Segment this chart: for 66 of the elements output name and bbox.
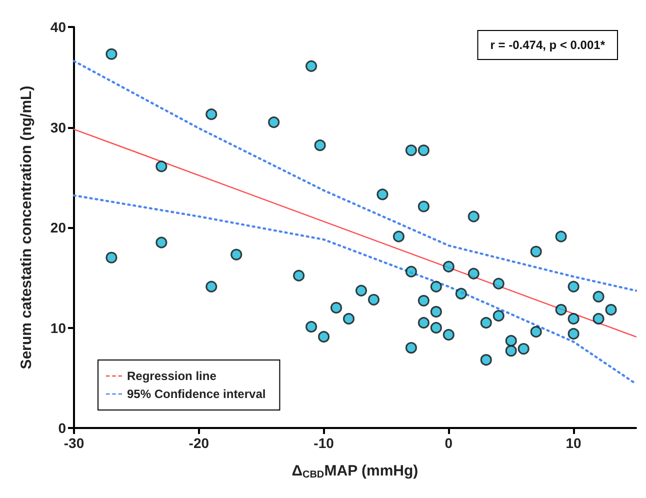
point (505, 334, 517, 347)
point (568, 328, 580, 340)
point (442, 260, 454, 272)
point (592, 312, 604, 325)
point (468, 268, 480, 280)
point (156, 236, 168, 248)
point (330, 302, 342, 314)
y-tick-label: 20 (50, 220, 66, 236)
x-tick-label: -30 (64, 435, 84, 451)
point (306, 60, 318, 72)
point (480, 354, 492, 366)
legend-label: 95% Confidence interval (127, 387, 266, 401)
point (455, 288, 467, 300)
point (318, 330, 330, 343)
point (555, 230, 567, 242)
x-tick-label: 10 (566, 435, 582, 451)
point (468, 210, 480, 222)
x-tick-label: -10 (314, 435, 334, 451)
point (230, 248, 242, 260)
point (530, 246, 542, 258)
point (418, 144, 430, 156)
point (418, 200, 430, 212)
y-tick-label: 0 (58, 420, 66, 436)
point (492, 278, 504, 290)
point (306, 320, 318, 333)
point (518, 343, 530, 355)
point (430, 280, 442, 292)
point (314, 139, 326, 152)
point (418, 294, 430, 306)
point (430, 322, 442, 334)
line-series (72, 60, 638, 292)
point (156, 160, 168, 172)
point (368, 294, 380, 306)
point (405, 266, 417, 278)
point (605, 304, 617, 316)
point (555, 304, 567, 316)
point (405, 144, 417, 156)
y-axis-title: Serum catestatin concentration (ng/mL) (18, 86, 35, 370)
point (492, 310, 504, 322)
point (106, 48, 118, 60)
point (568, 312, 580, 325)
point (405, 342, 417, 354)
x-tick-label: -20 (188, 435, 210, 451)
point (418, 316, 430, 329)
legend-label: Regression line (127, 369, 217, 383)
annotation: r = -0.474, p < 0.001* (490, 38, 606, 52)
point (480, 316, 492, 329)
point (376, 188, 388, 200)
point (392, 230, 405, 242)
point (342, 312, 355, 325)
point (355, 284, 368, 296)
point (505, 345, 517, 357)
point (442, 328, 454, 341)
x-tick-label: 0 (444, 435, 453, 451)
point (106, 252, 118, 264)
point (268, 116, 280, 128)
point (206, 280, 218, 292)
y-tick-label: 40 (50, 19, 66, 35)
point (568, 280, 580, 292)
point (530, 326, 542, 338)
point (293, 270, 305, 282)
point (430, 306, 442, 318)
y-tick-label: 10 (50, 320, 66, 336)
y-tick-label: 30 (50, 119, 66, 136)
point (592, 290, 604, 302)
point (206, 108, 218, 120)
